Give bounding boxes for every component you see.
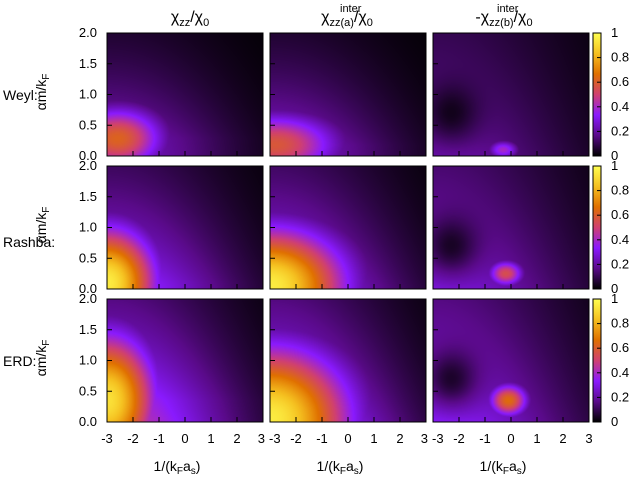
x-tick-label: 2: [233, 431, 240, 446]
colorbar-tick-label: 1: [611, 25, 618, 40]
heatmap-panels: [107, 33, 589, 422]
heatmap-panel-r3-c2: [270, 299, 426, 422]
panel-axes: 0.00.51.01.52.00.00.51.01.52.00.00.51.01…: [79, 25, 593, 446]
x-tick-label: 1: [533, 431, 540, 446]
colorbar-tick-label: 0.6: [611, 207, 629, 222]
x-tick-label: 0: [181, 431, 188, 446]
y-axis-title-row-2: αm/kF: [33, 207, 52, 244]
x-tick-label: 1: [370, 431, 377, 446]
x-tick-label: 0: [344, 431, 351, 446]
colorbar-tick-label: 0.4: [611, 232, 629, 247]
y-tick-label: 0.5: [79, 117, 97, 132]
y-tick-label: 1.5: [79, 189, 97, 204]
row-label-erd: ERD:: [3, 353, 36, 369]
x-tick-label: 3: [421, 431, 428, 446]
heatmap-panel-r1-c2: [270, 33, 426, 156]
colorbar: [592, 32, 602, 157]
colorbar-tick-label: 1: [611, 158, 618, 173]
heatmap-panel-r3-c3: [433, 299, 589, 422]
colorbar-tick-label: 0.8: [611, 316, 629, 331]
heatmap-panel-r3-c1: [107, 299, 263, 422]
x-tick-label: -2: [453, 431, 465, 446]
column-title-sup-inter-b: inter: [497, 3, 519, 15]
column-title-chi-zz-a-inter: χzz(a)/χ0: [321, 9, 373, 29]
heatmap-panel-r2-c1: [107, 166, 263, 289]
colorbar: [592, 165, 602, 290]
colorbar: [592, 298, 602, 423]
colorbar-tick-label: 0.8: [611, 183, 629, 198]
x-tick-label: 2: [559, 431, 566, 446]
x-tick-label: 0: [507, 431, 514, 446]
x-tick-label: -3: [269, 431, 281, 446]
colorbar-tick-label: 0: [611, 148, 618, 163]
y-tick-label: 1.5: [79, 322, 97, 337]
x-tick-label: -1: [153, 431, 165, 446]
y-tick-label: 0.0: [79, 148, 97, 163]
x-tick-label: -3: [432, 431, 444, 446]
colorbar-tick-label: 0.8: [611, 50, 629, 65]
row-label-rashba: Rashba:: [3, 234, 55, 250]
y-tick-label: 0.5: [79, 250, 97, 265]
x-tick-label: -2: [127, 431, 139, 446]
colorbar-tick-label: 0.6: [611, 74, 629, 89]
x-tick-label: -1: [479, 431, 491, 446]
y-tick-label: 0.0: [79, 414, 97, 429]
heatmap-panel-r1-c3: [433, 33, 589, 156]
column-title-minus-chi-zz-b-inter: -χzz(b)/χ0: [475, 9, 532, 29]
row-label-weyl: Weyl:: [3, 87, 38, 103]
colorbar-tick-label: 0.4: [611, 365, 629, 380]
column-titles: χzz/χ0 χzz(a)/χ0 inter -χzz(b)/χ0 inter: [171, 3, 533, 29]
y-tick-label: 1.0: [79, 87, 97, 102]
y-tick-label: 1.0: [79, 220, 97, 235]
heatmap-panel-r1-c1: [107, 33, 263, 156]
colorbar-tick-label: 1: [611, 291, 618, 306]
colorbars: 00.20.40.60.8100.20.40.60.8100.20.40.60.…: [592, 25, 629, 429]
colorbar-tick-label: 0.4: [611, 99, 629, 114]
x-tick-label: 1: [207, 431, 214, 446]
colorbar-tick-label: 0.2: [611, 389, 629, 404]
heatmap-panel-r2-c2: [270, 166, 426, 289]
x-tick-label: -3: [101, 431, 113, 446]
y-tick-label: 2.0: [79, 291, 97, 306]
colorbar-tick-label: 0: [611, 414, 618, 429]
x-axis-title-col-3: 1/(kFas): [480, 458, 527, 477]
y-tick-label: 1.0: [79, 353, 97, 368]
y-tick-label: 2.0: [79, 158, 97, 173]
y-axis-title-row-1: αm/kF: [33, 74, 52, 111]
y-tick-label: 1.5: [79, 56, 97, 71]
column-title-sup-inter-a: inter: [340, 3, 362, 15]
x-tick-label: 2: [396, 431, 403, 446]
y-axis-title-row-3: αm/kF: [33, 340, 52, 377]
colorbar-tick-label: 0: [611, 281, 618, 296]
x-tick-label: -1: [316, 431, 328, 446]
x-tick-label: -2: [290, 431, 302, 446]
x-tick-label: 3: [258, 431, 265, 446]
colorbar-tick-label: 0.2: [611, 256, 629, 271]
x-tick-label: 3: [585, 431, 592, 446]
colorbar-tick-label: 0.6: [611, 340, 629, 355]
y-tick-label: 2.0: [79, 25, 97, 40]
x-axis-title-col-2: 1/(kFas): [317, 458, 364, 477]
x-axis-title-col-1: 1/(kFas): [154, 458, 201, 477]
colorbar-tick-label: 0.2: [611, 123, 629, 138]
y-tick-label: 0.5: [79, 383, 97, 398]
column-title-chi-zz: χzz/χ0: [171, 9, 209, 29]
heatmap-panel-r2-c3: [433, 166, 589, 289]
y-tick-label: 0.0: [79, 281, 97, 296]
